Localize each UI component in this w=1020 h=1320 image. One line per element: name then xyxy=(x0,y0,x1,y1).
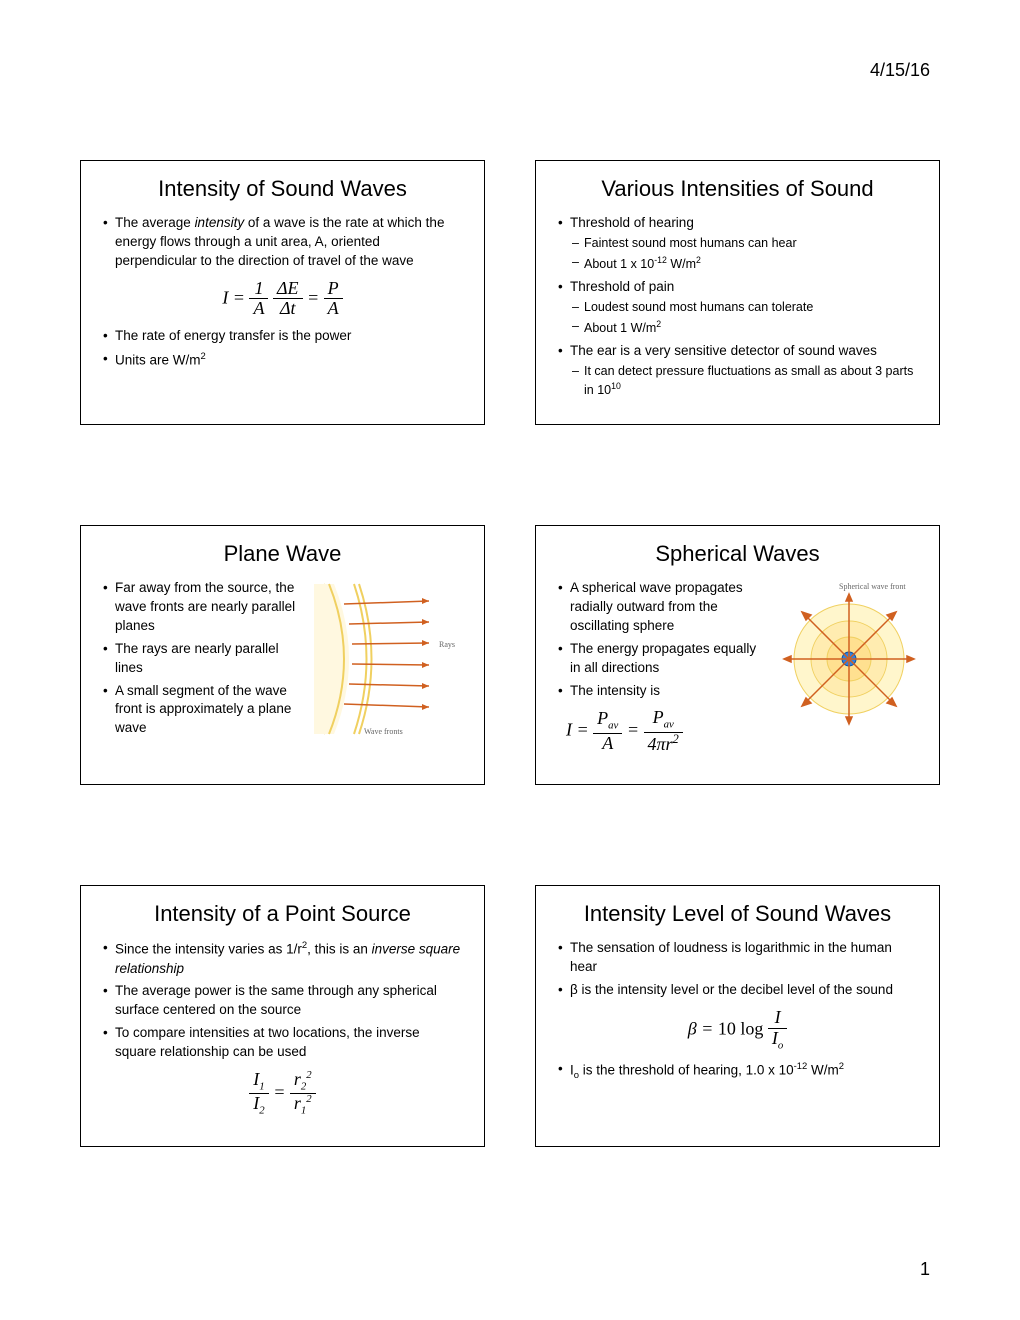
bullet: Io is the threshold of hearing, 1.0 x 10… xyxy=(556,1060,919,1082)
slide-title: Spherical Waves xyxy=(556,541,919,567)
superscript: 10 xyxy=(611,381,621,391)
slide-spherical-waves: Spherical Waves A spherical wave propaga… xyxy=(535,525,940,785)
formula-decibel: β = 10 log IIo xyxy=(556,1008,919,1052)
slide-title: Various Intensities of Sound xyxy=(556,176,919,202)
superscript: 2 xyxy=(656,319,661,329)
sub-bullet: About 1 W/m2 xyxy=(570,318,919,338)
slide-point-source: Intensity of a Point Source Since the in… xyxy=(80,885,485,1147)
sub-bullet: It can detect pressure fluctuations as s… xyxy=(570,363,919,400)
superscript: 2 xyxy=(201,351,206,362)
slide-title: Intensity Level of Sound Waves xyxy=(556,901,919,927)
text: About 1 x 10 xyxy=(584,258,654,272)
superscript: -12 xyxy=(794,1061,808,1072)
bullet: β is the intensity level or the decibel … xyxy=(556,981,919,1000)
slide-grid: Intensity of Sound Waves The average int… xyxy=(80,160,940,1147)
sphere-label: Spherical wave front xyxy=(839,582,906,591)
footer-page-number: 1 xyxy=(920,1259,930,1280)
formula-spherical-intensity: I = PavA = Pav4πr2 xyxy=(556,708,769,754)
slide-intensity-level: Intensity Level of Sound Waves The sensa… xyxy=(535,885,940,1147)
plane-wave-figure: Rays Wave fronts xyxy=(314,579,464,739)
spherical-wave-figure: Spherical wave front xyxy=(779,579,919,729)
text: W/m xyxy=(667,258,696,272)
bullet: Far away from the source, the wave front… xyxy=(101,579,304,636)
formula-inverse-square: I1I2 = r22r12 xyxy=(101,1070,464,1118)
formula-intensity: I = 1A ΔEΔt = PA xyxy=(101,279,464,320)
sub-bullet: Faintest sound most humans can hear xyxy=(570,235,919,253)
text: Threshold of pain xyxy=(570,279,674,294)
text: Threshold of hearing xyxy=(570,215,694,230)
bullet: To compare intensities at two locations,… xyxy=(101,1024,464,1062)
bullet: The average power is the same through an… xyxy=(101,982,464,1020)
bullet: The ear is a very sensitive detector of … xyxy=(556,342,919,400)
slide-intensity-sound-waves: Intensity of Sound Waves The average int… xyxy=(80,160,485,425)
bullet: The energy propagates equally in all dir… xyxy=(556,640,769,678)
bullet: The rays are nearly parallel lines xyxy=(101,640,304,678)
bullet: Units are W/m2 xyxy=(101,350,464,370)
bullet: Threshold of hearing Faintest sound most… xyxy=(556,214,919,274)
text: Units are W/m xyxy=(115,353,201,368)
fronts-label: Wave fronts xyxy=(364,727,403,736)
slide-plane-wave: Plane Wave Far away from the source, the… xyxy=(80,525,485,785)
text: is the threshold of hearing, 1.0 x 10 xyxy=(579,1063,794,1078)
text: The average xyxy=(115,215,195,230)
slide-title: Plane Wave xyxy=(101,541,464,567)
bullet: Threshold of pain Loudest sound most hum… xyxy=(556,278,919,338)
bullet: The sensation of loudness is logarithmic… xyxy=(556,939,919,977)
bullet: The average intensity of a wave is the r… xyxy=(101,214,464,271)
superscript: 2 xyxy=(696,255,701,265)
text: , this is an xyxy=(307,942,372,957)
superscript: -12 xyxy=(654,255,667,265)
slide-title: Intensity of a Point Source xyxy=(101,901,464,927)
bullet: A small segment of the wave front is app… xyxy=(101,682,304,739)
superscript: 2 xyxy=(839,1061,844,1072)
bullet: Since the intensity varies as 1/r2, this… xyxy=(101,939,464,978)
bullet: A spherical wave propagates radially out… xyxy=(556,579,769,636)
slide-title: Intensity of Sound Waves xyxy=(101,176,464,202)
header-date: 4/15/16 xyxy=(870,60,930,81)
bullet: The intensity is xyxy=(556,682,769,701)
sub-bullet: About 1 x 10-12 W/m2 xyxy=(570,254,919,274)
text: About 1 W/m xyxy=(584,322,656,336)
text: It can detect pressure fluctuations as s… xyxy=(584,364,913,398)
text: Since the intensity varies as 1/r xyxy=(115,942,302,957)
text: W/m xyxy=(807,1063,839,1078)
text-italic: intensity xyxy=(195,215,245,230)
rays-label: Rays xyxy=(439,640,455,649)
bullet: The rate of energy transfer is the power xyxy=(101,327,464,346)
sub-bullet: Loudest sound most humans can tolerate xyxy=(570,299,919,317)
slide-various-intensities: Various Intensities of Sound Threshold o… xyxy=(535,160,940,425)
page: 4/15/16 1 Intensity of Sound Waves The a… xyxy=(0,0,1020,1320)
text: The ear is a very sensitive detector of … xyxy=(570,343,877,358)
